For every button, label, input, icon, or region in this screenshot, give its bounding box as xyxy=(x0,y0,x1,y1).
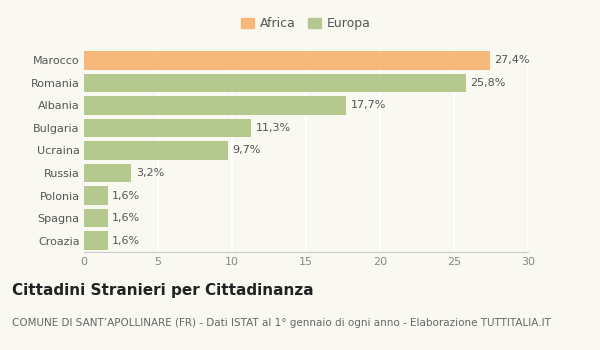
Bar xyxy=(84,141,227,160)
Bar xyxy=(84,51,490,70)
Text: 1,6%: 1,6% xyxy=(112,236,140,246)
Text: 1,6%: 1,6% xyxy=(112,213,140,223)
Text: 25,8%: 25,8% xyxy=(470,78,506,88)
Text: COMUNE DI SANT’APOLLINARE (FR) - Dati ISTAT al 1° gennaio di ogni anno - Elabora: COMUNE DI SANT’APOLLINARE (FR) - Dati IS… xyxy=(12,318,551,329)
Text: 1,6%: 1,6% xyxy=(112,191,140,201)
Bar xyxy=(84,119,251,137)
Legend: Africa, Europa: Africa, Europa xyxy=(239,15,373,33)
Bar xyxy=(84,74,466,92)
Bar xyxy=(84,96,346,115)
Text: 27,4%: 27,4% xyxy=(494,55,529,65)
Text: 9,7%: 9,7% xyxy=(232,146,260,155)
Text: 11,3%: 11,3% xyxy=(256,123,291,133)
Text: Cittadini Stranieri per Cittadinanza: Cittadini Stranieri per Cittadinanza xyxy=(12,284,314,299)
Bar xyxy=(84,186,107,205)
Text: 3,2%: 3,2% xyxy=(136,168,164,178)
Bar xyxy=(84,231,107,250)
Bar xyxy=(84,164,131,182)
Text: 17,7%: 17,7% xyxy=(350,100,386,110)
Bar xyxy=(84,209,107,228)
